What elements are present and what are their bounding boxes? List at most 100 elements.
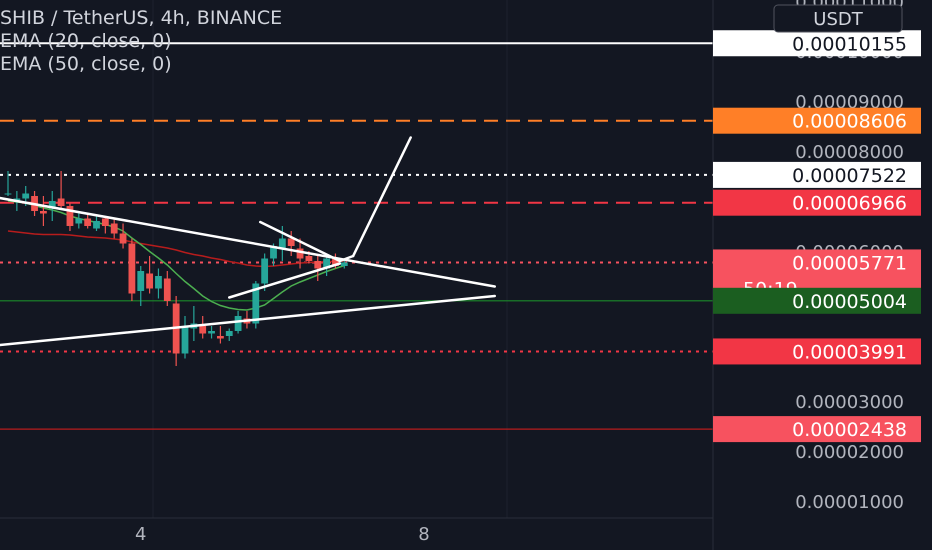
candle-body: [234, 316, 242, 331]
candle[interactable]: [101, 216, 109, 234]
candle-body: [225, 331, 233, 336]
currency-label: USDT: [813, 9, 863, 30]
price-tag-value: 0.00006966: [792, 193, 907, 215]
candle-body: [287, 238, 295, 246]
candle-body: [101, 218, 109, 226]
candle-body: [119, 233, 127, 244]
candle-body: [199, 326, 207, 334]
time-axis-label: 4: [135, 524, 146, 545]
symbol-title[interactable]: SHIB / TetherUS, 4h, BINANCE: [0, 7, 283, 29]
candle-body: [340, 262, 348, 266]
ema50-line: [7, 230, 345, 268]
candle[interactable]: [208, 326, 215, 339]
price-tag: 0.00006966: [713, 189, 921, 216]
price-axis-label: 0.00008000: [795, 142, 904, 163]
candle-body: [217, 336, 224, 339]
candle-body: [4, 193, 12, 195]
price-tag: 0.00010155: [713, 30, 921, 57]
trendline: [338, 254, 355, 263]
candle-body: [278, 238, 286, 249]
price-tag-value: 0.00010155: [792, 33, 907, 55]
candle[interactable]: [314, 256, 322, 281]
candle[interactable]: [323, 256, 330, 276]
candle[interactable]: [287, 231, 295, 256]
candle[interactable]: [137, 266, 145, 306]
chart-legend: SHIB / TetherUS, 4h, BINANCE EMA (20, cl…: [0, 6, 282, 75]
candle[interactable]: [163, 271, 171, 306]
candle-body: [84, 218, 92, 226]
trendline: [258, 220, 342, 263]
candle[interactable]: [84, 213, 92, 229]
horizontal-levels: [0, 42, 713, 430]
price-tag-bg: [713, 287, 921, 314]
candle[interactable]: [75, 213, 83, 229]
candle[interactable]: [40, 196, 47, 226]
candle-body: [146, 273, 153, 289]
trendline: [228, 262, 342, 299]
price-tag-value: 0.00005004: [792, 291, 907, 313]
price-tag-value: 0.00003991: [792, 341, 907, 363]
candle-body: [261, 258, 269, 284]
price-tags: 0.00010155 0.00008606 0.00007522 0.00006966…: [713, 30, 921, 443]
candle-body: [128, 243, 136, 294]
price-tag-bg: [713, 107, 921, 134]
chart-grid: [152, 0, 508, 518]
price-tag-bg: [713, 161, 921, 188]
candle[interactable]: [93, 216, 100, 231]
price-tag-value: 0.00005771: [792, 252, 907, 274]
price-tag: 0.00008606: [713, 107, 921, 134]
price-tag: 0.00005004: [713, 287, 921, 314]
candle-body: [137, 271, 145, 291]
trendlines[interactable]: [0, 136, 496, 350]
time-axis-label: 8: [418, 524, 429, 545]
ema20-line: [7, 200, 345, 311]
candle-body: [296, 248, 304, 259]
candle-body: [48, 201, 56, 209]
indicator-ema20[interactable]: EMA (20, close, 0): [0, 30, 172, 52]
candle-body: [181, 326, 189, 354]
price-tag-value: 0.00002438: [792, 419, 907, 441]
candle[interactable]: [155, 268, 162, 299]
currency-badge[interactable]: USDT: [773, 4, 903, 33]
price-axis-label: 0.00002000: [795, 442, 904, 463]
candle[interactable]: [225, 328, 233, 342]
candle[interactable]: [4, 171, 12, 196]
candle[interactable]: [217, 326, 224, 344]
candle-body: [40, 211, 47, 214]
price-tag-bg: [713, 189, 921, 216]
candle[interactable]: [146, 256, 153, 294]
candle-body: [305, 256, 313, 261]
candle[interactable]: [199, 316, 207, 339]
ema-lines: [7, 200, 345, 311]
candle[interactable]: [181, 316, 189, 359]
candle[interactable]: [57, 171, 65, 209]
price-tag: 0.00007522: [713, 161, 921, 188]
price-tag-bg: [713, 416, 921, 443]
price-tag: 0.00003991: [713, 338, 921, 365]
candle-body: [332, 258, 339, 266]
candle[interactable]: [66, 203, 74, 232]
candle[interactable]: [296, 238, 304, 269]
candle[interactable]: [119, 223, 127, 249]
candle-body: [22, 193, 30, 199]
price-tag-bg: [713, 338, 921, 365]
trendline: [0, 294, 496, 347]
candle[interactable]: [261, 253, 269, 292]
candle-body: [155, 276, 162, 289]
candle-body: [93, 221, 100, 229]
candle[interactable]: [128, 238, 136, 302]
candle[interactable]: [48, 191, 56, 221]
candle-body: [110, 223, 118, 234]
candle-body: [270, 246, 277, 259]
indicator-ema50[interactable]: EMA (50, close, 0): [0, 53, 172, 75]
candle[interactable]: [110, 218, 118, 239]
price-axis-label: 0.00003000: [795, 392, 904, 413]
candle-body: [252, 283, 260, 324]
candle-body: [208, 331, 215, 334]
price-tag-value: 0.00008606: [792, 111, 907, 133]
price-tag: 0.00002438: [713, 416, 921, 443]
price-axis-label: 0.00001000: [795, 492, 904, 513]
trendline: [0, 196, 496, 288]
